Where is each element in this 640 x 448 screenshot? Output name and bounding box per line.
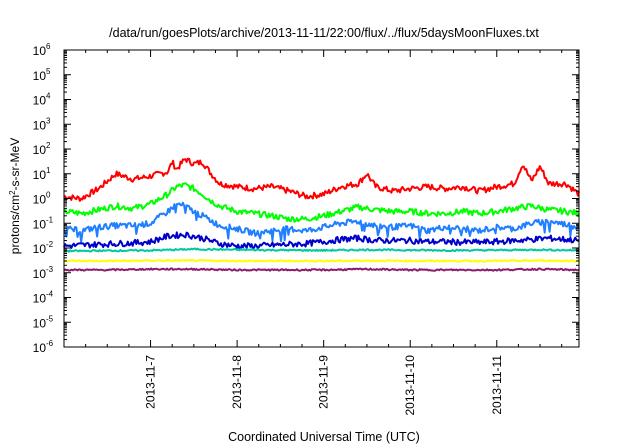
y-tick-label: 102 — [33, 141, 51, 157]
y-tick-label: 10-5 — [33, 314, 54, 330]
series-line-6 — [63, 258, 580, 263]
x-tick-label: 2013-11-9 — [317, 355, 331, 409]
y-tick-exponent: 3 — [46, 116, 51, 125]
series-line-2 — [63, 182, 580, 223]
y-tick-exponent: 0 — [46, 191, 51, 200]
y-tick-label: 10-2 — [33, 240, 54, 256]
y-axis-label-base: protons/cm — [8, 195, 22, 254]
y-tick-exponent: 1 — [46, 166, 51, 175]
y-tick-label: 10-6 — [33, 339, 54, 355]
y-axis-label: protons/cm2-s-sr-MeV — [8, 138, 23, 254]
series-line-1 — [63, 157, 580, 202]
y-tick-label: 10-4 — [33, 290, 54, 306]
x-tick-label: 2013-11-11 — [490, 355, 504, 415]
x-tick-label: 2013-11-8 — [230, 355, 244, 409]
y-tick-label: 10-3 — [33, 265, 54, 281]
y-tick-exponent: -1 — [46, 215, 54, 224]
y-axis-label-rest: -s-sr-MeV — [8, 138, 22, 191]
x-axis-label: Coordinated Universal Time (UTC) — [228, 430, 420, 444]
y-tick-label: 104 — [33, 92, 51, 108]
y-tick-exponent: -6 — [46, 339, 54, 348]
y-tick-exponent: 5 — [46, 67, 51, 76]
y-tick-exponent: -4 — [46, 290, 54, 299]
y-tick-label: 105 — [33, 67, 51, 83]
series-line-4 — [63, 231, 580, 250]
y-tick-exponent: -3 — [46, 265, 54, 274]
y-tick-label: 10-1 — [33, 215, 54, 231]
series-line-5 — [63, 247, 580, 253]
y-tick-exponent: 6 — [46, 42, 51, 51]
y-tick-exponent: 2 — [46, 141, 51, 150]
y-tick-label: 101 — [33, 166, 51, 182]
x-tick-label: 2013-11-7 — [144, 355, 158, 409]
y-tick-label: 103 — [33, 116, 51, 132]
y-tick-label: 106 — [33, 42, 51, 58]
y-tick-exponent: -2 — [46, 240, 54, 249]
y-axis-label-sup: 2 — [8, 190, 17, 195]
series-line-3 — [63, 201, 580, 243]
x-tick-label: 2013-11-10 — [403, 355, 417, 416]
y-tick-exponent: -5 — [46, 314, 54, 323]
plot-frame — [63, 49, 580, 348]
plot-series-group — [63, 157, 580, 272]
series-line-7 — [63, 267, 580, 272]
chart-title: /data/run/goesPlots/archive/2013-11-11/2… — [109, 26, 539, 40]
y-tick-exponent: 4 — [46, 92, 51, 101]
y-tick-label: 100 — [33, 191, 51, 207]
